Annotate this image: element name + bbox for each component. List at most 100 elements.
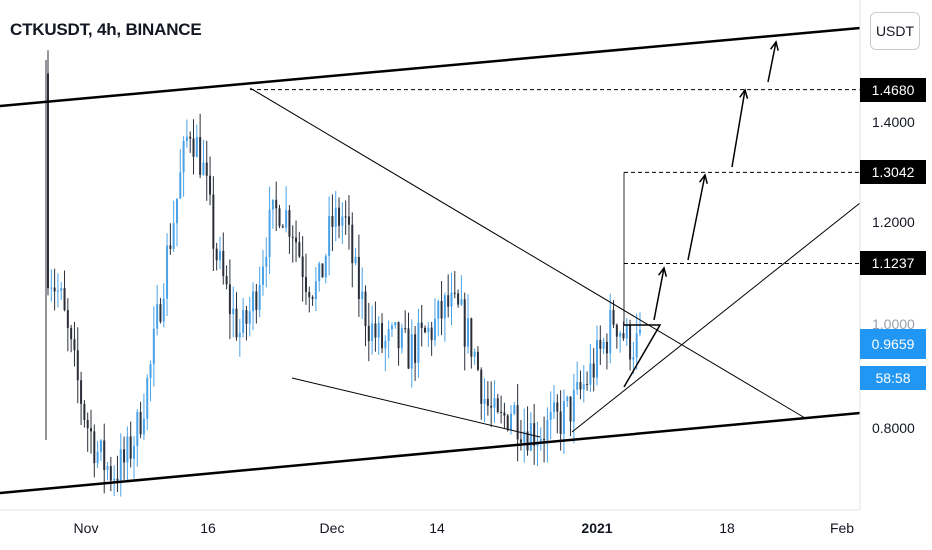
candle-body <box>639 329 641 334</box>
candle-body <box>377 323 380 338</box>
candle-body <box>199 137 202 175</box>
candle-body <box>496 398 499 412</box>
candle-body <box>321 263 324 278</box>
candle-body <box>596 339 599 378</box>
candle-body <box>275 199 278 209</box>
candle-body <box>334 207 337 227</box>
candle-body <box>566 396 569 402</box>
candle-body <box>582 384 585 390</box>
candle-body <box>261 266 264 285</box>
candle-body <box>430 327 433 341</box>
candle-body <box>146 377 149 419</box>
candle-body <box>390 325 393 330</box>
candle-body <box>175 198 178 224</box>
candle-body <box>189 136 192 139</box>
candle-body <box>506 415 509 430</box>
candle-body <box>228 284 231 315</box>
support-line <box>571 202 861 433</box>
candle-body <box>166 245 169 299</box>
candle-body <box>572 389 575 422</box>
candle-body <box>500 411 503 413</box>
candle-body <box>159 304 162 322</box>
candle-body <box>592 363 595 378</box>
arrow-head-icon <box>658 266 668 277</box>
candle-body <box>357 256 360 300</box>
candle-body <box>172 223 175 249</box>
candle-body <box>605 341 608 354</box>
candle-body <box>407 328 410 369</box>
candle-body <box>265 256 268 267</box>
candle-body <box>374 323 377 338</box>
candle-body <box>179 172 182 199</box>
candle-body <box>132 445 135 459</box>
flag-pattern <box>623 324 662 388</box>
candle-body <box>589 363 592 385</box>
candle-body <box>60 288 63 291</box>
candle-body <box>225 276 228 285</box>
candle-body <box>109 466 112 481</box>
candle-body <box>169 245 172 249</box>
candle-body <box>73 339 76 351</box>
candle-body <box>331 215 334 227</box>
candle-body <box>612 309 615 325</box>
candle-body <box>255 291 258 310</box>
wedge-upper-line <box>249 87 806 419</box>
candle-body <box>142 418 145 435</box>
candle-body <box>192 138 195 157</box>
candle-body <box>328 215 331 257</box>
candle-body <box>232 308 235 315</box>
candle-body <box>235 308 238 338</box>
candle-body <box>119 449 122 481</box>
candle-body <box>311 297 314 299</box>
candle-body <box>278 208 281 227</box>
candle-body <box>562 401 565 434</box>
candle-body <box>298 242 301 257</box>
candle-body <box>467 318 470 347</box>
candle-body <box>351 224 354 264</box>
candle-body <box>619 333 622 337</box>
candle-body <box>486 398 489 406</box>
candle-body <box>609 309 612 354</box>
candle-body <box>205 162 208 176</box>
candle-body <box>156 304 159 329</box>
candle-body <box>238 332 241 338</box>
candle-body <box>83 403 86 420</box>
price-level-tag: 1.4680 <box>860 78 926 102</box>
candle-body <box>586 384 589 386</box>
target-arrow <box>731 89 746 168</box>
time-tick: 2021 <box>581 520 613 536</box>
candle-body <box>318 263 321 282</box>
candle-body <box>523 431 526 443</box>
candle-body <box>615 324 618 337</box>
candle-body <box>123 449 126 463</box>
candle-body <box>53 287 56 292</box>
candle-body <box>387 329 390 342</box>
candle-body <box>526 431 529 451</box>
candle-body <box>66 310 69 328</box>
currency-button[interactable]: USDT <box>870 12 920 50</box>
arrow-head-icon <box>739 88 749 99</box>
candle-body <box>116 478 119 481</box>
candle-body <box>222 250 225 277</box>
candle-body <box>285 210 288 228</box>
candle-body <box>202 162 205 175</box>
candle-body <box>394 322 397 326</box>
candle-body <box>139 412 142 435</box>
time-tick: Feb <box>829 520 855 536</box>
candle-body <box>480 369 483 404</box>
candle-body <box>209 175 212 195</box>
candle-body <box>427 327 430 333</box>
candle-body <box>367 325 370 342</box>
candle-body <box>295 237 298 243</box>
candle-body <box>599 339 602 349</box>
candle-body <box>106 466 109 470</box>
candle-body <box>463 299 466 347</box>
candle-body <box>433 318 436 341</box>
candle-body <box>632 357 635 360</box>
candle-body <box>344 216 347 218</box>
candle-body <box>559 411 562 434</box>
time-tick: 16 <box>200 520 216 536</box>
candle-body <box>470 318 473 357</box>
candle-body <box>63 288 66 311</box>
